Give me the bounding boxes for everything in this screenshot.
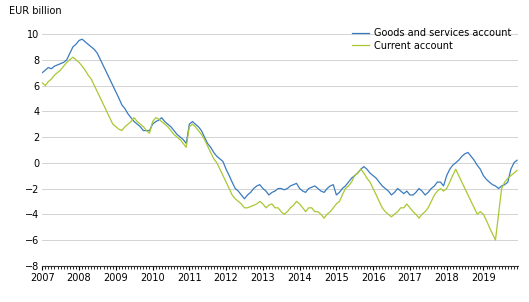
Line: Current account: Current account: [42, 57, 517, 240]
Text: EUR billion: EUR billion: [9, 6, 61, 16]
Line: Goods and services account: Goods and services account: [42, 39, 517, 199]
Legend: Goods and services account, Current account: Goods and services account, Current acco…: [350, 26, 514, 53]
